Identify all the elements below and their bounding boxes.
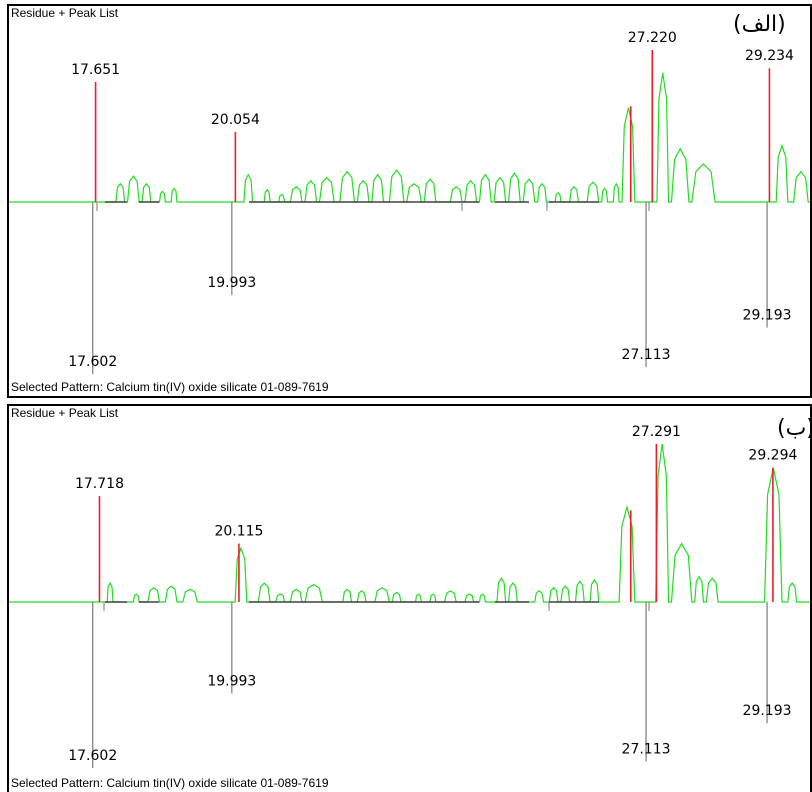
observed-peak-label: 17.651: [71, 62, 120, 78]
panel-title: Residue + Peak List: [11, 6, 119, 20]
observed-peak-label: 27.291: [632, 424, 681, 440]
reference-peak-label: 17.602: [68, 354, 117, 370]
reference-peak-label: 29.193: [743, 703, 792, 719]
observed-peak-label: 20.054: [211, 112, 260, 128]
observed-peak-label: 27.220: [628, 30, 677, 46]
selected-pattern-caption: Selected Pattern: Calcium tin(IV) oxide …: [11, 380, 329, 394]
reference-peak-label: 19.993: [207, 275, 256, 291]
reference-peak-label: 17.602: [68, 748, 117, 764]
selected-pattern-caption: Selected Pattern: Calcium tin(IV) oxide …: [11, 776, 329, 790]
peak-plot-b: 17.718 20.115 27.291 29.294 17.602 19.993 27.1…: [9, 424, 810, 768]
reference-peak-label: 27.113: [622, 347, 671, 363]
observed-peak-label: 17.718: [75, 476, 124, 492]
peak-list-panel-a: 17.651 20.054 27.220 29.234 17.602 19.993 27.1…: [7, 4, 812, 398]
reference-peak-label: 27.113: [622, 741, 671, 757]
panel-label-alef: (الف): [733, 12, 786, 37]
observed-peak-label: 29.294: [748, 448, 797, 464]
residue-trace: [9, 72, 810, 203]
peak-plot-a: 17.651 20.054 27.220 29.234 17.602 19.993 27.1…: [9, 30, 810, 374]
reference-peak-label: 29.193: [743, 308, 792, 324]
reference-peak-label: 19.993: [207, 673, 256, 689]
panel-title: Residue + Peak List: [11, 406, 119, 420]
peak-list-panel-b: 17.718 20.115 27.291 29.294 17.602 19.993 27.1…: [7, 404, 812, 792]
observed-peak-label: 29.234: [745, 48, 794, 64]
observed-peak-label: 20.115: [214, 524, 263, 540]
panel-label-be: (ب): [777, 416, 812, 441]
residue-trace: [9, 443, 810, 603]
